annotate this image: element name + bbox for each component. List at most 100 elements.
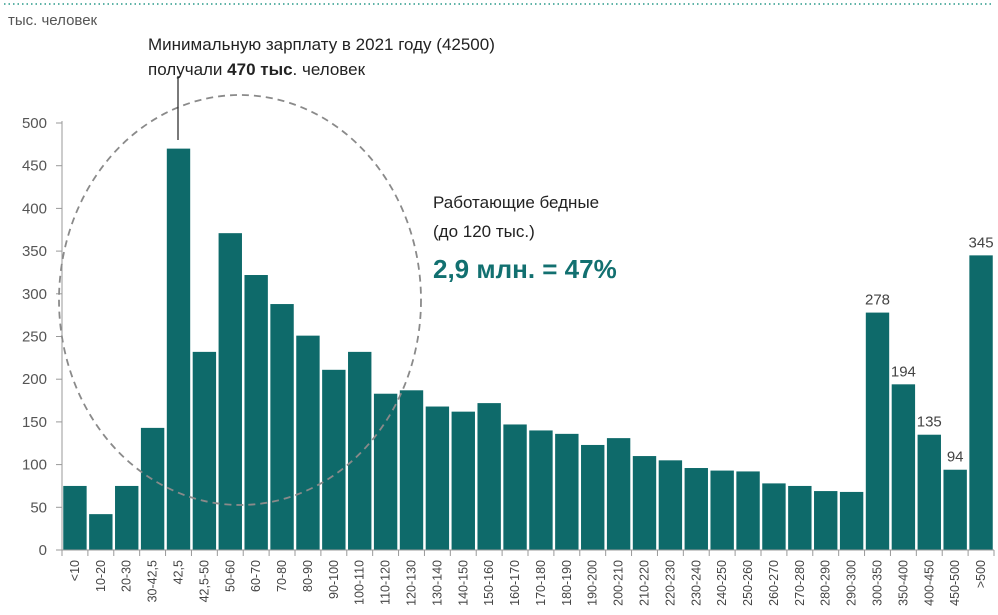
- x-tick-label: 290-300: [845, 560, 859, 606]
- x-tick-label: 200-210: [612, 560, 626, 606]
- x-tick-label: 450-500: [948, 560, 962, 606]
- data-label-32: 194: [891, 363, 916, 380]
- bar-23: [658, 460, 683, 550]
- bar-10: [322, 369, 346, 550]
- min-wage-annotation-line2: получали 470 тыс. человек: [148, 60, 366, 79]
- x-axis: <10 10-20 20-30 30-42,5 42,5 42,5-50 50-60 60-7…: [61, 549, 995, 606]
- bar-31: [865, 312, 890, 550]
- x-tick-label: 280-290: [819, 560, 833, 606]
- x-tick-label: 180-190: [560, 560, 574, 606]
- data-label-33: 135: [917, 414, 942, 431]
- data-label-34: 94: [947, 449, 964, 466]
- y-axis: 0 50 100 150 200 250 300 350 400 450 500: [22, 115, 63, 559]
- x-tick-label: 260-270: [767, 560, 781, 606]
- bar-33: [917, 434, 941, 550]
- bar-16: [477, 403, 501, 550]
- x-tick-label: 30-42,5: [146, 560, 160, 602]
- x-tick-label: 60-70: [249, 560, 263, 592]
- bar-12: [373, 393, 398, 550]
- x-tick-label: 220-230: [663, 560, 677, 606]
- x-tick-label: 42,5: [172, 560, 186, 584]
- bar-8: [270, 304, 294, 550]
- x-tick-label: 170-180: [534, 560, 548, 606]
- bar-18: [529, 430, 553, 550]
- y-tick-label: 450: [22, 158, 47, 175]
- bars: [63, 148, 993, 550]
- bar-26: [736, 471, 760, 550]
- x-tick-label: <10: [68, 560, 82, 581]
- y-axis-unit: тыс. человек: [8, 12, 98, 29]
- working-poor-subtitle: (до 120 тыс.): [433, 222, 535, 241]
- x-tick-label: 230-240: [689, 560, 703, 606]
- x-tick-label: 150-160: [482, 560, 496, 606]
- bar-9: [296, 335, 320, 550]
- x-tick-label: 42,5-50: [197, 560, 211, 602]
- bar-19: [555, 433, 579, 550]
- x-tick-label: 20-30: [120, 560, 134, 592]
- bar-14: [425, 406, 450, 550]
- bar-20: [581, 444, 605, 550]
- bar-25: [710, 470, 734, 550]
- bar-3: [140, 427, 165, 550]
- bar-5: [192, 351, 217, 550]
- x-tick-label: 110-120: [379, 560, 393, 605]
- bar-13: [399, 390, 424, 550]
- bar-1: [89, 514, 113, 550]
- x-tick-label: 250-260: [741, 560, 755, 606]
- x-tick-label: 70-80: [275, 560, 289, 592]
- x-tick-label: 80-90: [301, 560, 315, 592]
- bar-28: [788, 485, 812, 550]
- y-tick-label: 150: [22, 414, 47, 431]
- data-label-31: 278: [865, 292, 890, 309]
- bar-4: [166, 148, 191, 550]
- min-wage-bold: 470 тыс: [227, 60, 292, 79]
- bar-27: [762, 483, 786, 550]
- working-poor-title: Работающие бедные: [433, 193, 599, 212]
- bar-22: [632, 456, 657, 550]
- bar-15: [451, 411, 475, 550]
- x-tick-label: 10-20: [94, 560, 108, 592]
- y-tick-label: 200: [22, 371, 47, 388]
- min-wage-annotation-line1: Минимальную зарплату в 2021 году (42500): [148, 35, 495, 54]
- y-tick-label: 300: [22, 286, 47, 303]
- x-tick-label: 90-100: [327, 560, 341, 599]
- x-tick-label: 270-280: [793, 560, 807, 606]
- bar-2: [115, 485, 139, 550]
- bar-29: [814, 491, 838, 550]
- x-tick-label: 300-350: [871, 560, 885, 606]
- y-tick-label: 250: [22, 329, 47, 346]
- y-tick-label: 50: [30, 499, 47, 516]
- x-tick-label: 210-220: [638, 560, 652, 606]
- y-tick-label: 500: [22, 115, 47, 132]
- bar-24: [684, 468, 708, 550]
- x-tick-label: 100-110: [353, 560, 367, 605]
- x-tick-label: 160-170: [508, 560, 522, 606]
- min-wage-pre: получали: [148, 60, 227, 79]
- bar-0: [63, 485, 87, 550]
- y-tick-label: 100: [22, 457, 47, 474]
- x-tick-label: 120-130: [405, 560, 419, 606]
- x-tick-label: 140-150: [456, 560, 470, 606]
- data-labels: 278 194 135 94 345: [865, 234, 994, 465]
- y-tick-label: 350: [22, 243, 47, 260]
- data-label-35: 345: [969, 234, 994, 251]
- x-tick-label: 240-250: [715, 560, 729, 606]
- bar-11: [348, 351, 372, 550]
- bar-21: [606, 438, 631, 550]
- bar-17: [503, 424, 527, 550]
- x-tick-label: 130-140: [430, 560, 444, 606]
- bar-30: [839, 491, 864, 550]
- x-tick-label: 50-60: [223, 560, 237, 592]
- y-tick-label: 0: [39, 542, 47, 559]
- bar-34: [943, 469, 967, 550]
- bar-7: [244, 275, 268, 550]
- working-poor-stat: 2,9 млн. = 47%: [433, 254, 617, 284]
- bar-32: [891, 384, 916, 550]
- x-tick-label: 350-400: [896, 560, 910, 606]
- working-poor-ellipse: [58, 94, 422, 506]
- bar-6: [218, 233, 242, 550]
- x-tick-label: >500: [974, 560, 988, 588]
- y-tick-label: 400: [22, 200, 47, 217]
- x-tick-label: 400-450: [922, 560, 936, 606]
